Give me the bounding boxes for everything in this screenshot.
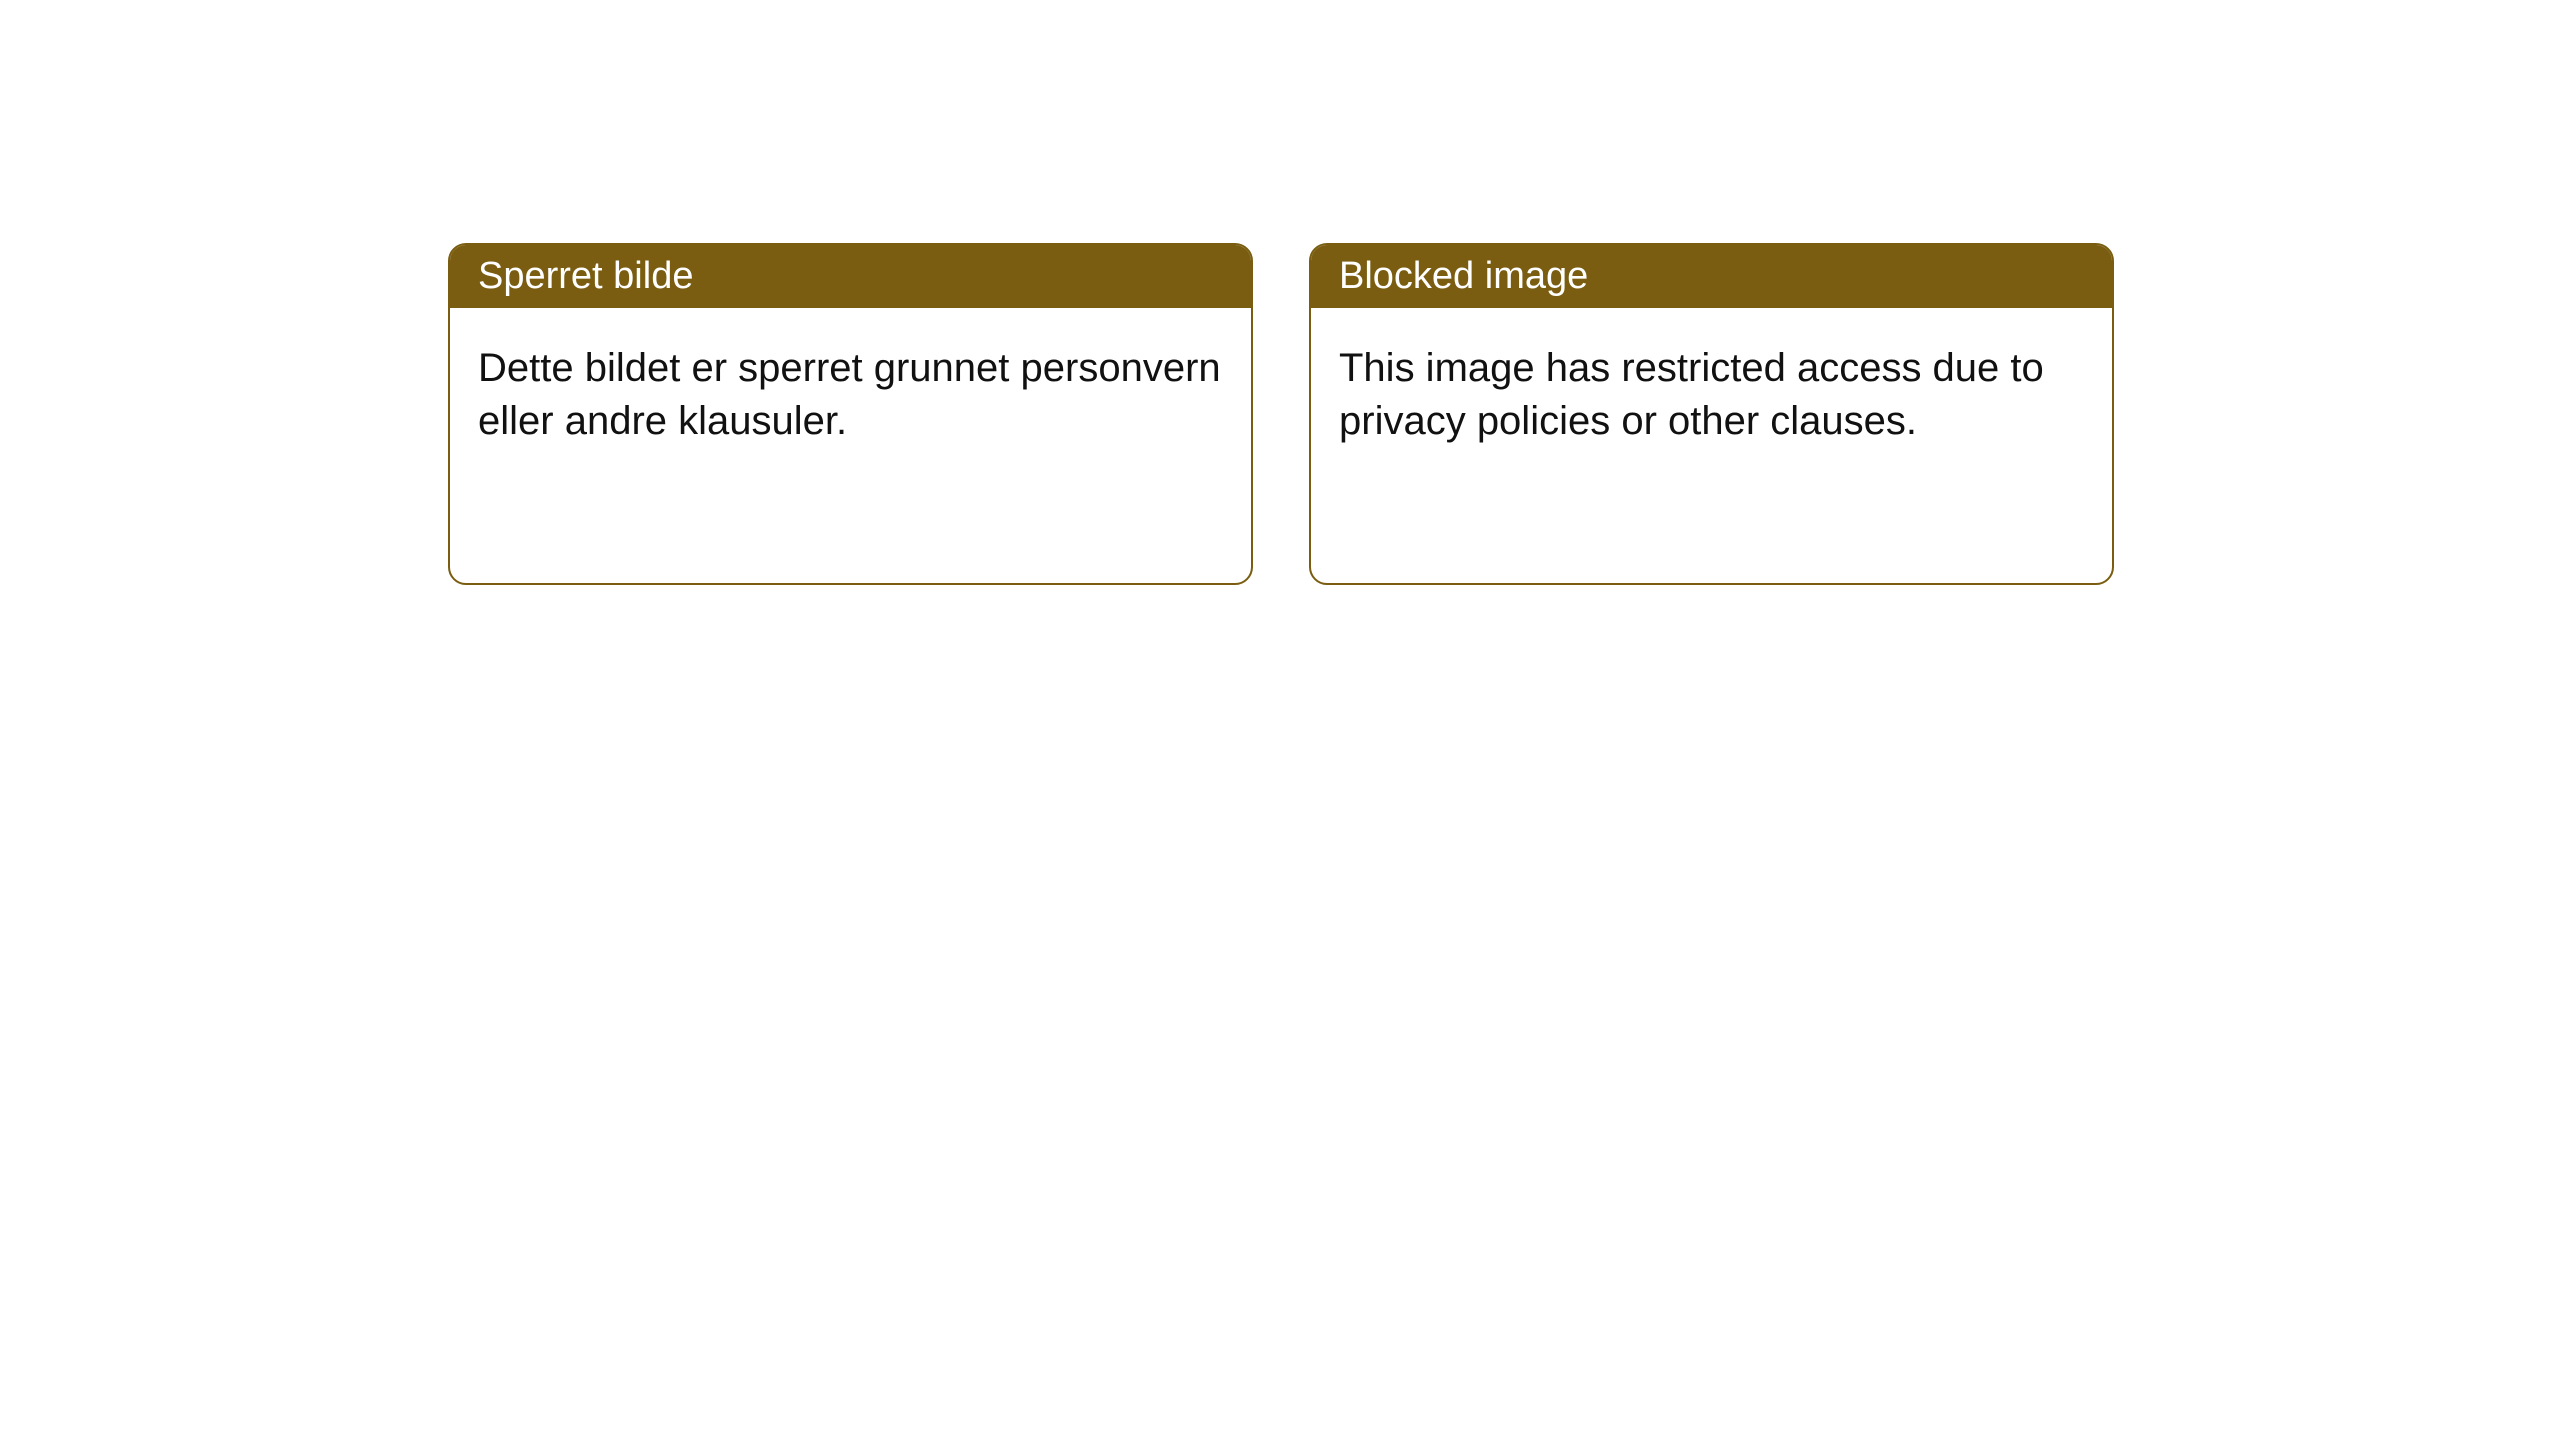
card-body-text: This image has restricted access due to …: [1339, 346, 2044, 443]
card-body: Dette bildet er sperret grunnet personve…: [450, 308, 1251, 583]
card-title: Blocked image: [1339, 255, 1588, 297]
notice-card-english: Blocked image This image has restricted …: [1309, 243, 2114, 585]
card-body: This image has restricted access due to …: [1311, 308, 2112, 583]
notice-cards-container: Sperret bilde Dette bildet er sperret gr…: [0, 0, 2560, 585]
card-header: Blocked image: [1311, 245, 2112, 308]
card-header: Sperret bilde: [450, 245, 1251, 308]
card-title: Sperret bilde: [478, 255, 693, 297]
card-body-text: Dette bildet er sperret grunnet personve…: [478, 346, 1221, 443]
notice-card-norwegian: Sperret bilde Dette bildet er sperret gr…: [448, 243, 1253, 585]
